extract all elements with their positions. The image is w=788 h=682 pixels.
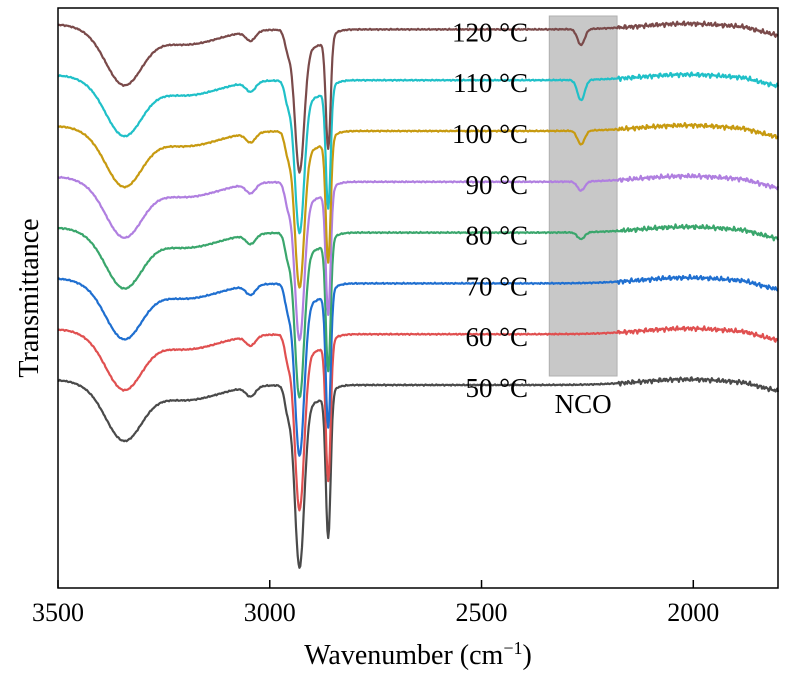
x-tick-label: 3500 xyxy=(32,598,84,627)
plot-area: 50 °C 60 °C 70 °C 80 °C 90 °C 100 °C 110 °C 120… xyxy=(57,15,780,569)
x-tick-label: 2000 xyxy=(667,598,719,627)
series-line xyxy=(57,71,780,235)
nco-band-label: NCO xyxy=(555,389,612,419)
series-label: 90 °C xyxy=(465,170,528,200)
x-axis-title: Wavenumber (cm−1) xyxy=(304,638,532,671)
series-labels: 50 °C 60 °C 70 °C 80 °C 90 °C 100 °C 110 °C 120… xyxy=(452,17,528,403)
series-line xyxy=(57,376,780,569)
series-line xyxy=(57,122,779,289)
series-label: 60 °C xyxy=(465,322,528,352)
x-tick-label: 2500 xyxy=(456,598,508,627)
series-label: 70 °C xyxy=(465,271,528,301)
x-axis-ticks: 3500 3000 2500 2000 xyxy=(32,580,719,627)
series-label: 110 °C xyxy=(453,68,528,98)
series-label: 50 °C xyxy=(465,373,528,403)
series-line xyxy=(57,20,779,174)
series-line xyxy=(57,172,780,342)
series-label: 100 °C xyxy=(452,119,528,149)
y-axis-title: Transmittance xyxy=(14,218,45,377)
series-label: 120 °C xyxy=(452,17,528,47)
nco-highlight-band xyxy=(548,15,618,377)
series-line xyxy=(57,223,780,399)
x-tick-label: 3000 xyxy=(244,598,296,627)
series-layer xyxy=(57,20,780,569)
plot-frame xyxy=(57,7,779,589)
series-label: 80 °C xyxy=(465,221,528,251)
series-line xyxy=(57,325,779,512)
series-line xyxy=(57,273,779,457)
